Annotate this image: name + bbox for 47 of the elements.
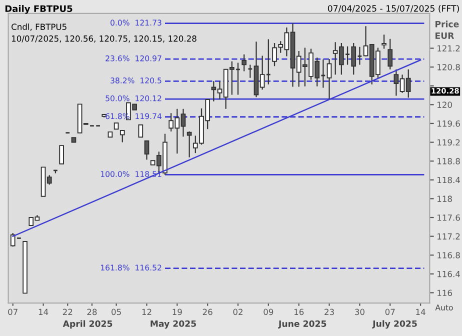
chart-title: Daily FBTPU5 <box>5 5 72 14</box>
x-tick-label: 16 <box>294 308 304 316</box>
candlestick <box>144 140 150 160</box>
candlestick <box>248 64 253 78</box>
candlestick <box>326 58 332 100</box>
x-tick-label: 07 <box>8 308 18 316</box>
y-tick-label: 117.6 <box>438 214 460 221</box>
y-tick-label: 119.2 <box>438 139 460 146</box>
y-tick-label: 116.8 <box>438 252 460 258</box>
text: April 2025 <box>62 320 112 329</box>
y-tick-label: 118.4 <box>438 176 460 184</box>
candlestick <box>242 54 247 72</box>
y-tick-label: 117.2 <box>438 233 460 240</box>
x-tick-label: 28 <box>87 308 97 316</box>
x-tick-label: 09 <box>264 308 274 316</box>
y-tick-label: 120.8 <box>438 64 460 70</box>
candlestick <box>186 130 192 158</box>
y-axis-title: Price EUR <box>436 20 459 39</box>
y-tick-label: 118 <box>438 196 452 202</box>
x-tick-label: 05 <box>112 308 121 316</box>
x-tick-label: 30 <box>355 308 364 316</box>
x-tick-label: 22 <box>62 308 72 315</box>
y-tick-label: 118.8 <box>438 158 460 164</box>
x-tick-label: 26 <box>202 308 212 316</box>
y-tick-label: 121.2 <box>438 45 460 52</box>
x-tick-label: 14 <box>416 308 426 315</box>
y-tick-label: 120 <box>438 102 452 108</box>
text: May 2025 <box>150 320 196 329</box>
y-tick-label: 116 <box>438 290 452 296</box>
text: June 2025 <box>278 320 326 329</box>
text: July 2025 <box>372 320 417 329</box>
x-tick-label: 14 <box>38 308 48 315</box>
y-tick-label: 119.6 <box>438 120 460 127</box>
candlestick <box>382 34 386 50</box>
y-tick-label: 116.4 <box>438 270 460 278</box>
x-tick-label: 07 <box>385 308 395 316</box>
annotation: Cndl, FBTPU5 <box>12 24 66 31</box>
candlestick <box>388 38 393 70</box>
candlestick <box>138 124 144 138</box>
x-tick-label: 23 <box>324 308 334 316</box>
x-tick-label: 12 <box>142 308 152 315</box>
candlestick <box>120 129 125 143</box>
x-tick-label: 19 <box>172 308 182 316</box>
x-tick-label: 02 <box>233 308 242 316</box>
annotation: 10/07/2025, 120.56, 120.75, 120.15, 120.28 <box>12 35 196 43</box>
chart-subtitle: 07/04/2025 - 15/07/2025 (FFT) <box>328 5 459 13</box>
candlestick <box>59 145 64 164</box>
